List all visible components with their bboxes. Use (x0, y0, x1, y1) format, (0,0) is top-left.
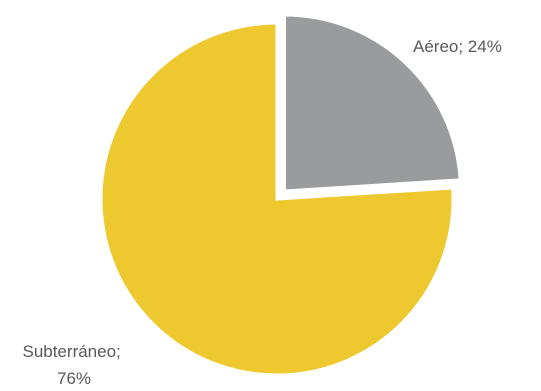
label-subterraneo-pct: 76% (57, 369, 91, 388)
label-subterraneo: Subterráneo; 76% (22, 342, 125, 388)
slice-aereo (283, 13, 462, 193)
label-subterraneo-name: Subterráneo; (22, 342, 120, 361)
label-aereo: Aéreo; 24% (413, 37, 502, 56)
slice-subterraneo (99, 21, 455, 377)
